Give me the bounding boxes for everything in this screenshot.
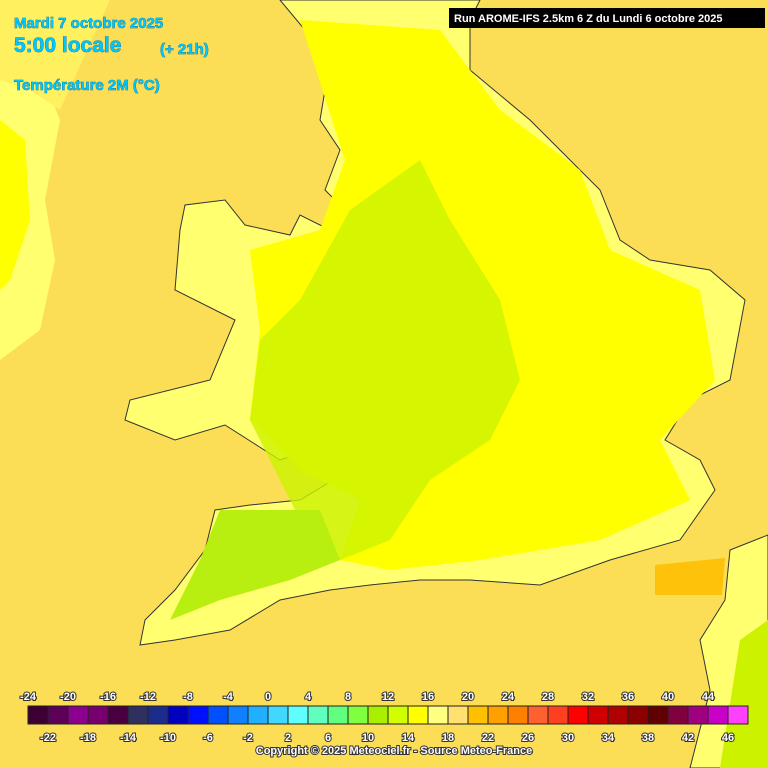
color-swatch: [47, 705, 69, 725]
color-swatch: [327, 705, 349, 725]
color-swatch: [687, 705, 709, 725]
tick-label-bottom: -18: [80, 732, 96, 744]
color-swatch: [407, 705, 429, 725]
color-swatch: [447, 705, 469, 725]
tick-label-bottom: -14: [120, 732, 137, 744]
color-swatch: [527, 705, 549, 725]
tick-label-bottom: -22: [40, 732, 56, 744]
land-north: [0, 0, 110, 110]
run-label: Run AROME-IFS 2.5km 6 Z du Lundi 6 octob…: [454, 13, 723, 25]
land-france-cool: [720, 620, 768, 768]
parameter-label: Température 2M (°C): [14, 77, 160, 94]
color-swatch: [587, 705, 609, 725]
tick-label-bottom: 46: [722, 732, 734, 744]
color-swatch: [27, 705, 49, 725]
color-swatch: [127, 705, 149, 725]
color-swatch: [227, 705, 249, 725]
run-banner: [449, 8, 765, 28]
color-swatch: [107, 705, 129, 725]
color-swatch: [647, 705, 669, 725]
date-label: Mardi 7 octobre 2025: [14, 15, 163, 32]
tick-label-bottom: -6: [203, 732, 213, 744]
tick-label-top: -24: [20, 691, 37, 703]
color-swatch: [427, 705, 449, 725]
tick-label-bottom: 2: [285, 732, 291, 744]
tick-label-top: 4: [305, 691, 312, 703]
color-swatch: [247, 705, 269, 725]
color-swatch: [507, 705, 529, 725]
color-swatch: [487, 705, 509, 725]
tick-label-top: -16: [100, 691, 116, 703]
lead-label: (+ 21h): [160, 41, 209, 58]
tick-label-bottom: 6: [325, 732, 331, 744]
tick-label-bottom: 22: [482, 732, 494, 744]
land-cool-southwest: [170, 510, 340, 620]
color-swatch: [627, 705, 649, 725]
tick-label-top: -12: [140, 691, 156, 703]
tick-label-top: 44: [702, 691, 715, 703]
tick-label-top: 12: [382, 691, 394, 703]
tick-label-bottom: 42: [682, 732, 694, 744]
tick-label-top: -8: [183, 691, 193, 703]
tick-label-top: -4: [223, 691, 234, 703]
color-swatch: [287, 705, 309, 725]
tick-label-top: 20: [462, 691, 474, 703]
color-swatch: [667, 705, 689, 725]
warm-patch: [655, 558, 725, 595]
tick-label-bottom: 34: [602, 732, 615, 744]
tick-label-bottom: 14: [402, 732, 415, 744]
time-label: 5:00 locale: [14, 34, 121, 57]
tick-label-bottom: 10: [362, 732, 374, 744]
tick-label-top: 36: [622, 691, 634, 703]
color-swatch: [147, 705, 169, 725]
tick-label-bottom: 30: [562, 732, 574, 744]
copyright: Copyright © 2025 Meteociel.fr - Source M…: [256, 745, 532, 757]
tick-label-bottom: 26: [522, 732, 534, 744]
color-swatch: [207, 705, 229, 725]
tick-label-top: 32: [582, 691, 594, 703]
tick-label-bottom: -10: [160, 732, 176, 744]
color-swatch: [307, 705, 329, 725]
color-swatch: [187, 705, 209, 725]
color-swatch: [467, 705, 489, 725]
tick-label-top: 0: [265, 691, 271, 703]
color-swatch: [567, 705, 589, 725]
color-swatch: [387, 705, 409, 725]
color-swatch: [67, 705, 89, 725]
color-swatch: [547, 705, 569, 725]
color-swatch: [267, 705, 289, 725]
tick-label-top: 16: [422, 691, 434, 703]
tick-label-top: 28: [542, 691, 554, 703]
land-cool: [250, 160, 520, 560]
colorbar: -24 -20 -16 -12 -8 -4 0 4 8 12 16 20 24 28 32 36 40 44-22…: [19, 690, 749, 745]
tick-label-bottom: -2: [243, 732, 253, 744]
color-swatch: [607, 705, 629, 725]
color-swatch: [367, 705, 389, 725]
color-swatch: [707, 705, 729, 725]
color-swatch: [87, 705, 109, 725]
tick-label-bottom: 38: [642, 732, 654, 744]
color-swatch: [347, 705, 369, 725]
color-swatch: [727, 705, 749, 725]
tick-label-top: 40: [662, 691, 674, 703]
color-swatch: [167, 705, 189, 725]
tick-label-top: 24: [502, 691, 515, 703]
tick-label-top: -20: [60, 691, 76, 703]
land-west-inner: [0, 120, 30, 290]
tick-label-top: 8: [345, 691, 351, 703]
tick-label-bottom: 18: [442, 732, 454, 744]
